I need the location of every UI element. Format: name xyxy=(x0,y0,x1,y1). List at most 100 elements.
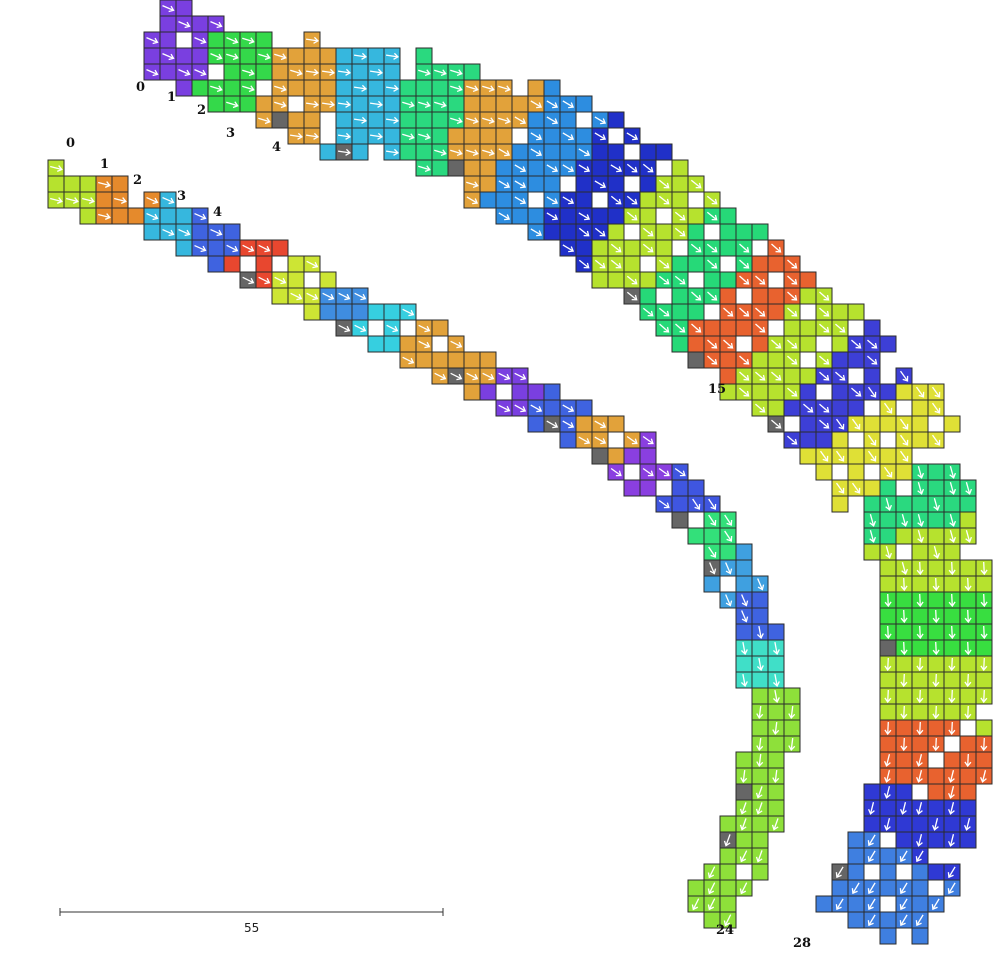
strip-b-arrow xyxy=(757,802,763,814)
strip-b-arrow xyxy=(774,673,778,687)
strip-a-arrow xyxy=(562,164,574,172)
strip-a-arrowhead xyxy=(743,246,750,253)
strip-a-arrow xyxy=(498,148,510,156)
strip-b-arrowhead xyxy=(312,293,319,301)
strip-a-cell xyxy=(927,687,945,705)
strip-a-arrow xyxy=(935,577,937,591)
strip-a-label-15: 15 xyxy=(708,382,726,397)
strip-b-arrowhead xyxy=(600,438,607,445)
strip-b-arrowhead xyxy=(200,213,207,221)
strip-a-cell xyxy=(911,399,929,417)
strip-a-cell xyxy=(927,463,945,481)
strip-a-arrow xyxy=(498,212,510,220)
strip-a-cell xyxy=(575,127,593,145)
strip-a-arrowhead xyxy=(345,132,352,140)
strip-a-arrow xyxy=(626,195,638,205)
strip-a-cell xyxy=(527,207,545,225)
strip-a-cell xyxy=(879,511,897,529)
strip-a-arrow xyxy=(594,116,606,124)
strip-a-arrowhead xyxy=(743,358,750,365)
strip-a-arrow xyxy=(210,85,222,91)
strip-b-cell xyxy=(671,495,689,513)
strip-b-arrow xyxy=(642,467,654,477)
strip-a-arrow xyxy=(578,164,590,172)
strip-a-arrow xyxy=(852,882,860,894)
strip-a-arrowhead xyxy=(886,471,893,478)
strip-a-arrow xyxy=(369,102,383,106)
strip-a-arrowhead xyxy=(727,342,734,349)
strip-a-cell xyxy=(495,127,513,145)
strip-a-cell xyxy=(959,511,977,529)
strip-a-cell xyxy=(767,399,785,417)
strip-a-arrow xyxy=(610,164,622,172)
strip-a-cell xyxy=(687,335,705,353)
strip-a-arrow xyxy=(450,69,462,75)
strip-a-cell xyxy=(735,319,753,337)
strip-a-cell xyxy=(895,527,913,545)
strip-a-arrowhead xyxy=(932,713,940,720)
strip-a-cell xyxy=(239,95,257,113)
strip-a-arrowhead xyxy=(424,101,431,109)
strip-b-arrowhead xyxy=(772,681,780,687)
strip-a-arrowhead xyxy=(916,729,924,736)
strip-a-cell xyxy=(959,495,977,513)
strip-a-arrow xyxy=(289,134,303,138)
strip-b-arrow xyxy=(546,420,558,428)
strip-b-arrow xyxy=(708,546,716,558)
strip-a-arrow xyxy=(739,243,749,253)
strip-a-arrowhead xyxy=(743,390,750,397)
strip-a-arrow xyxy=(578,227,590,237)
strip-a-arrowhead xyxy=(711,246,718,253)
strip-a-arrow xyxy=(771,419,781,429)
strip-a-cell xyxy=(927,719,945,737)
strip-b-cell xyxy=(751,607,769,625)
strip-a-cell xyxy=(847,303,865,321)
strip-a-arrowhead xyxy=(964,649,972,656)
strip-a-arrow xyxy=(949,466,955,478)
strip-a-arrow xyxy=(146,37,158,43)
strip-b-arrow xyxy=(642,435,654,445)
strip-a-cell xyxy=(607,143,625,161)
strip-a-cell xyxy=(879,879,897,897)
strip-a-arrow xyxy=(836,866,844,878)
strip-a-arrow xyxy=(903,673,905,687)
strip-b-cell xyxy=(223,223,241,241)
strip-a-arrow xyxy=(819,291,829,301)
strip-a-arrow xyxy=(868,882,876,894)
strip-a-arrow xyxy=(691,291,701,301)
strip-a-arrowhead xyxy=(932,745,940,752)
strip-a-cell xyxy=(639,207,657,225)
strip-a-cell xyxy=(975,639,993,657)
strip-a-cell xyxy=(479,191,497,209)
strip-a-cell xyxy=(431,79,449,97)
strip-b-arrowhead xyxy=(679,470,686,477)
strip-b-cell xyxy=(735,575,753,593)
strip-a-cell xyxy=(335,47,353,65)
strip-a-arrow xyxy=(967,705,969,719)
strip-a-arrow xyxy=(917,482,923,494)
strip-b-arrowhead xyxy=(739,856,747,863)
strip-b-cell xyxy=(751,767,769,785)
strip-a-arrowhead xyxy=(424,133,431,141)
strip-a-arrow xyxy=(935,609,937,623)
strip-a-arrow xyxy=(466,196,478,204)
strip-a-arrowhead xyxy=(600,182,607,189)
strip-a-arrowhead xyxy=(663,326,670,333)
strip-b-cell xyxy=(351,303,369,321)
strip-b-cell xyxy=(223,255,241,273)
strip-a-arrowhead xyxy=(504,150,511,157)
strip-b-cell xyxy=(271,239,289,257)
strip-a-arrow xyxy=(739,355,749,365)
strip-a-arrowhead xyxy=(472,85,479,93)
strip-b-arrowhead xyxy=(663,470,670,477)
strip-a-cell xyxy=(655,239,673,257)
strip-b-arrowhead xyxy=(772,729,780,736)
strip-b-arrow xyxy=(450,340,462,348)
strip-a-cell xyxy=(895,623,913,641)
strip-a-cell xyxy=(623,239,641,257)
strip-a-arrow xyxy=(194,37,206,43)
strip-a-arrow xyxy=(674,211,686,221)
strip-b-cell xyxy=(175,239,193,257)
strip-a-arrow xyxy=(755,403,765,413)
strip-b-arrow xyxy=(338,292,350,300)
